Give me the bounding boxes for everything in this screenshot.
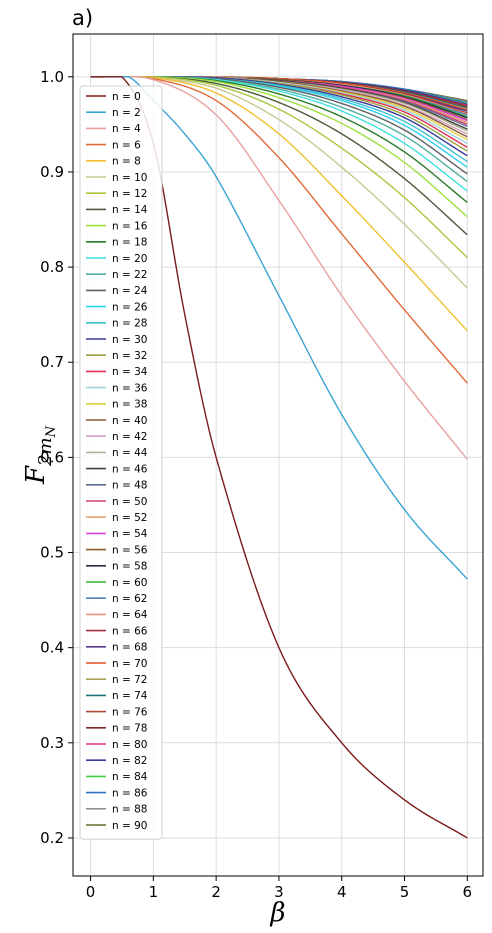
legend-label: n = 10: [112, 172, 148, 184]
series-line: [90, 76, 468, 384]
legend-label: n = 12: [112, 188, 148, 200]
y-tick-label: 0.7: [40, 353, 64, 371]
legend-label: n = 44: [112, 447, 148, 459]
legend-label: n = 88: [112, 804, 148, 816]
legend-label: n = 16: [112, 220, 148, 232]
y-tick-label: 0.2: [40, 829, 64, 847]
legend-label: n = 54: [112, 528, 148, 540]
x-tick-label: 1: [149, 883, 159, 901]
legend-label: n = 62: [112, 593, 148, 605]
legend-label: n = 46: [112, 463, 148, 475]
legend-label: n = 30: [112, 334, 148, 346]
y-tick-label: 0.5: [40, 544, 64, 562]
x-axis-title: β: [269, 898, 285, 928]
legend-label: n = 70: [112, 658, 148, 670]
y-axis-title-text: F2mN: [21, 425, 59, 485]
y-tick-label: 1.0: [40, 68, 64, 86]
y-tick-label: 0.6: [40, 448, 64, 466]
legend: n = 0 n = 2 n = 4 n = 6 n = 8 n = 10 n = 12 n =…: [79, 85, 163, 840]
legend-label: n = 72: [112, 674, 148, 686]
legend-label: n = 56: [112, 544, 148, 556]
legend-label: n = 26: [112, 301, 148, 313]
panel-label: a): [72, 6, 93, 30]
legend-label: n = 50: [112, 496, 148, 508]
legend-label: n = 2: [112, 107, 141, 119]
y-tick-label: 0.4: [40, 639, 64, 657]
x-tick-label: 0: [86, 883, 96, 901]
series-line: [90, 76, 468, 332]
legend-label: n = 86: [112, 787, 148, 799]
legend-label: n = 64: [112, 609, 148, 621]
legend-label: n = 14: [112, 204, 148, 216]
legend-label: n = 24: [112, 285, 148, 297]
x-tick-label: 3: [274, 883, 284, 901]
plot-frame: [72, 33, 484, 877]
legend-label: n = 32: [112, 350, 148, 362]
legend-label: n = 28: [112, 318, 148, 330]
y-axis-symbol: F: [21, 465, 51, 485]
y-tick-label: 0.3: [40, 734, 64, 752]
legend-label: n = 60: [112, 577, 148, 589]
legend-label: n = 42: [112, 431, 148, 443]
legend-label: n = 82: [112, 755, 148, 767]
legend-label: n = 78: [112, 723, 148, 735]
y-axis-subsubscript: N: [44, 425, 59, 438]
legend-label: n = 58: [112, 561, 148, 573]
x-tick-label: 2: [211, 883, 221, 901]
legend-label: n = 38: [112, 399, 148, 411]
y-axis-title: F2mN: [21, 425, 59, 485]
legend-label: n = 74: [112, 690, 148, 702]
legend-label: n = 52: [112, 512, 148, 524]
legend-label: n = 4: [112, 123, 141, 135]
x-tick-label: 4: [337, 883, 347, 901]
legend-label: n = 68: [112, 642, 148, 654]
legend-label: n = 48: [112, 480, 148, 492]
legend-label: n = 66: [112, 625, 148, 637]
legend-label: n = 6: [112, 139, 141, 151]
series-line: [90, 76, 468, 259]
legend-label: n = 20: [112, 253, 148, 265]
legend-label: n = 18: [112, 237, 148, 249]
legend-label: n = 0: [112, 91, 141, 103]
y-tick-label: 0.9: [40, 163, 64, 181]
y-tick-label: 0.8: [40, 258, 64, 276]
x-tick-label: 6: [463, 883, 473, 901]
legend-label: n = 80: [112, 739, 148, 751]
legend-label: n = 84: [112, 771, 148, 783]
x-tick-label: 5: [400, 883, 410, 901]
legend-label: n = 8: [112, 156, 141, 168]
y-axis-subscript: 2m: [35, 437, 56, 467]
series-line: [90, 76, 468, 460]
legend-label: n = 36: [112, 382, 148, 394]
legend-label: n = 34: [112, 366, 148, 378]
legend-label: n = 76: [112, 706, 148, 718]
legend-label: n = 90: [112, 820, 148, 832]
legend-label: n = 40: [112, 415, 148, 427]
legend-label: n = 22: [112, 269, 148, 281]
axis-ticks: 0 1 2 3 4 5 6 0.2 0.3 0.4 0.5 0.6 0.7 0.8 0.9 1.0: [40, 68, 472, 901]
